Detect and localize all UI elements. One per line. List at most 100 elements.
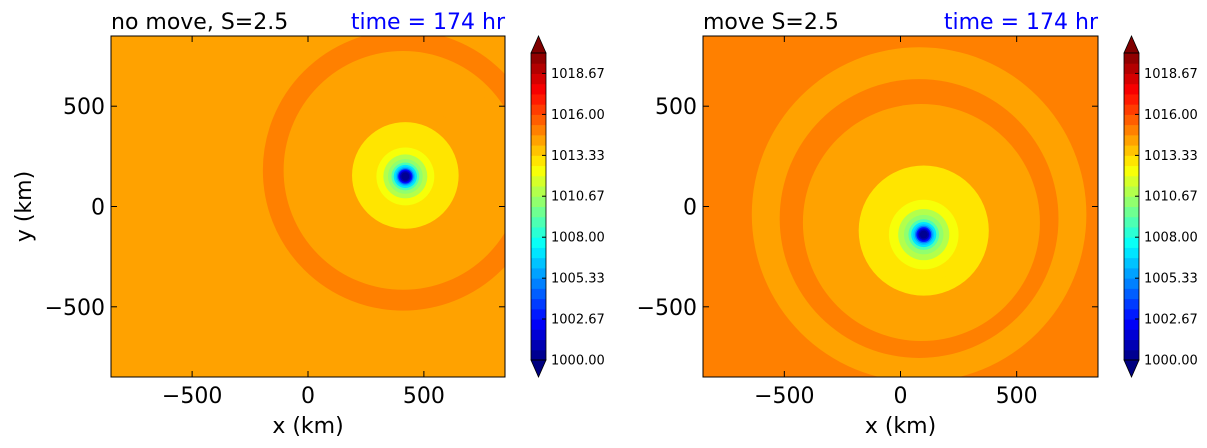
colorbar-segment xyxy=(531,145,546,156)
x-tick-label: 500 xyxy=(996,384,1038,409)
colorbar-segment xyxy=(531,288,546,300)
y-tick-label: 500 xyxy=(655,95,697,120)
colorbar-segment xyxy=(1124,247,1139,259)
x-axis-label: x (km) xyxy=(272,414,343,439)
colorbar-segment xyxy=(1124,319,1139,330)
colorbar-extend-min xyxy=(1123,359,1140,378)
colorbar-segment xyxy=(1124,329,1139,341)
time-label: time = 174 hr xyxy=(351,10,506,35)
colorbar-segment xyxy=(1124,349,1139,361)
colorbar-segment xyxy=(1124,298,1139,310)
plot-area xyxy=(111,36,505,377)
colorbar-segment xyxy=(1124,339,1139,351)
colorbar-segment xyxy=(1124,165,1139,177)
colorbar-segment xyxy=(531,186,546,197)
colorbar-tick-label: 1018.67 xyxy=(551,67,605,82)
colorbar-segment xyxy=(1124,93,1139,105)
colorbar-segment xyxy=(1124,155,1139,167)
colorbar-segment xyxy=(1124,114,1139,126)
colorbar-tick-label: 1008.00 xyxy=(1144,231,1198,246)
chart-panel-left: −500 0 500 −500 0 500 x (km) y (km) no move, S=2… xyxy=(12,10,605,439)
colorbar-segment xyxy=(531,226,546,238)
colorbar-segment xyxy=(1124,73,1139,85)
colorbar-segment xyxy=(531,319,546,330)
colorbar-segment xyxy=(531,165,546,177)
colorbar-segment xyxy=(531,63,546,74)
colorbar-segment xyxy=(1124,267,1139,279)
y-tick-label: −500 xyxy=(637,296,697,321)
pressure-band xyxy=(262,36,505,311)
colorbar-segment xyxy=(1124,196,1139,207)
colorbar-segment xyxy=(531,206,546,218)
colorbar-tick-label: 1000.00 xyxy=(551,354,605,369)
colorbar-segment xyxy=(531,73,546,85)
panel-title: move S=2.5 xyxy=(703,10,839,35)
colorbar-segment xyxy=(531,298,546,310)
colorbar-segment xyxy=(1124,186,1139,197)
colorbar-tick-label: 1016.00 xyxy=(1144,108,1198,123)
panel-title: no move, S=2.5 xyxy=(111,10,288,35)
x-tick-label: 500 xyxy=(403,384,445,409)
pressure-contour xyxy=(919,230,928,239)
colorbar-segment xyxy=(1124,104,1139,115)
x-tick-label: 0 xyxy=(301,384,315,409)
colorbar-tick-label: 1016.00 xyxy=(551,108,605,123)
colorbar-tick-label: 1010.67 xyxy=(551,190,605,205)
colorbar: 1000.00 1002.67 1005.33 1008.00 1010.67 1013.… xyxy=(530,35,605,378)
colorbar-segment xyxy=(531,196,546,207)
y-tick-label: −500 xyxy=(45,296,105,321)
y-tick-label: 0 xyxy=(91,196,105,221)
x-axis-label: x (km) xyxy=(865,414,936,439)
colorbar-segment xyxy=(1124,257,1139,269)
colorbar-segment xyxy=(1124,278,1139,289)
colorbar-tick-label: 1005.33 xyxy=(1144,272,1198,287)
colorbar-tick-label: 1013.33 xyxy=(551,149,605,164)
colorbar-segment xyxy=(531,83,546,95)
colorbar-segment xyxy=(531,267,546,279)
y-tick-label: 0 xyxy=(683,196,697,221)
colorbar-segment xyxy=(1124,216,1139,228)
colorbar-segment xyxy=(531,216,546,228)
colorbar-segment xyxy=(1124,308,1139,320)
colorbar-segment xyxy=(531,339,546,351)
colorbar-tick-label: 1005.33 xyxy=(551,272,605,287)
colorbar-segment xyxy=(531,278,546,289)
colorbar-segment xyxy=(531,124,546,136)
colorbar-segment xyxy=(1124,237,1139,248)
colorbar-segment xyxy=(531,134,546,146)
x-tick-label: −500 xyxy=(162,384,222,409)
colorbar-segment xyxy=(531,247,546,259)
colorbar-frame xyxy=(1123,52,1140,361)
colorbar-segment xyxy=(531,308,546,320)
time-label: time = 174 hr xyxy=(944,10,1099,35)
colorbar-extend-min xyxy=(530,359,547,378)
colorbar-segment xyxy=(531,175,546,187)
colorbar-segment xyxy=(1124,83,1139,95)
colorbar-tick-label: 1013.33 xyxy=(1144,149,1198,164)
colorbar-segment xyxy=(1124,63,1139,74)
colorbar-segment xyxy=(1124,53,1139,64)
y-axis-label: y (km) xyxy=(12,171,37,242)
colorbar-segment xyxy=(531,93,546,105)
colorbar-segment xyxy=(1124,124,1139,136)
colorbar-frame xyxy=(530,52,547,361)
colorbar-tick-label: 1018.67 xyxy=(1144,67,1198,82)
colorbar-segment xyxy=(531,237,546,248)
x-tick-label: −500 xyxy=(754,384,814,409)
colorbar-tick-label: 1002.67 xyxy=(1144,313,1198,328)
colorbar: 1000.00 1002.67 1005.33 1008.00 1010.67 1013.… xyxy=(1123,35,1198,378)
colorbar-extend-max xyxy=(1123,35,1140,54)
colorbar-segment xyxy=(1124,288,1139,300)
colorbar-segment xyxy=(1124,134,1139,146)
colorbar-extend-max xyxy=(530,35,547,54)
colorbar-segment xyxy=(531,114,546,126)
colorbar-segment xyxy=(531,329,546,341)
x-tick-label: 0 xyxy=(894,384,908,409)
y-tick-label: 500 xyxy=(63,95,105,120)
colorbar-tick-label: 1000.00 xyxy=(1144,354,1198,369)
colorbar-segment xyxy=(531,257,546,269)
colorbar-tick-label: 1002.67 xyxy=(551,313,605,328)
colorbar-segment xyxy=(1124,175,1139,187)
chart-panel-right: −500 0 500 −500 0 500 x (km) move S=2.5 time = 1… xyxy=(637,10,1198,439)
